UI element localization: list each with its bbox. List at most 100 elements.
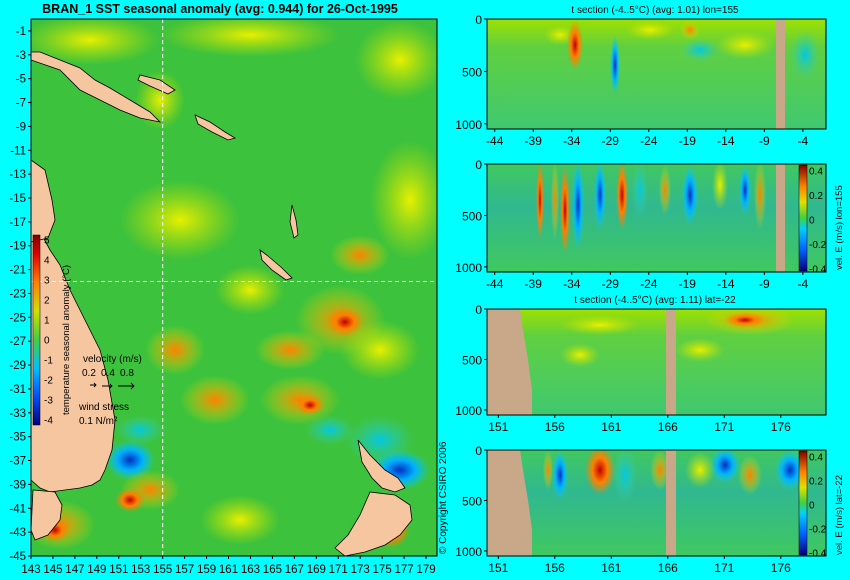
section-1-x-tick-label: -24 xyxy=(640,134,658,148)
new-guinea xyxy=(31,51,162,123)
nz-south xyxy=(334,491,413,556)
map-x-tick-label: 171 xyxy=(329,564,348,576)
map-colorbar-tick-label: 4 xyxy=(44,256,50,267)
map-x-tick-label: 153 xyxy=(131,564,150,576)
map-y-tick-label: -1 xyxy=(16,26,26,38)
map-colorbar-tick-label: 0 xyxy=(44,336,50,347)
section-3-y-tick-label: 1000 xyxy=(455,404,482,418)
copyright-notice: © Copyright CSIRO 2006 xyxy=(438,441,449,554)
section-4-colorbar-ticks: 0.4 0.2 0 -0.2 -0.4 xyxy=(809,453,827,560)
section-1-x-tick-label: -29 xyxy=(602,134,620,148)
section-4-colorbar-tick-label: 0.2 xyxy=(809,477,823,488)
map-colorbar-tick-label: -2 xyxy=(44,376,53,387)
new-caledonia xyxy=(259,249,293,281)
map-y-tick-label: -29 xyxy=(9,360,26,372)
map-y-axis: -1 -3 -5 -7 -9 -11 -13 -15 -17 -19 -21 -23 -25 -27 -29… xyxy=(9,26,31,563)
section-1-x-tick-label: -39 xyxy=(525,134,543,148)
section-2-y-tick-label: 1000 xyxy=(455,261,482,275)
section-1-x-tick-label: -9 xyxy=(759,134,770,148)
section-4-colorbar-tick-label: -0.4 xyxy=(809,549,827,560)
map-x-axis: 143 145 147 149 151 153 155 157 159 161 163 165 167 1… xyxy=(21,556,436,576)
map-y-tick-label: -31 xyxy=(9,384,26,396)
section-2-y-tick-label: 500 xyxy=(462,209,482,223)
section-4-colorbar-label: vel. E (m/s) lat=-22 xyxy=(834,475,845,555)
section-2-x-tick-label: -39 xyxy=(525,277,543,291)
map-x-tick-label: 149 xyxy=(87,564,106,576)
map-y-tick-label: -33 xyxy=(9,408,26,420)
section-2-features xyxy=(536,164,785,272)
section-4-features xyxy=(487,450,805,556)
map-y-tick-label: -37 xyxy=(9,456,26,468)
map-x-tick-label: 177 xyxy=(394,564,413,576)
map-y-tick-label: -9 xyxy=(16,121,26,133)
map-colorbar-tick-label: 3 xyxy=(44,276,50,287)
section-1-x-tick-label: -34 xyxy=(563,134,581,148)
map-y-tick-label: -19 xyxy=(9,241,26,253)
section-2-colorbar: 0.4 0.2 0 -0.2 -0.4 vel. E (m/s) lon=155 xyxy=(798,164,845,276)
map-x-tick-label: 155 xyxy=(153,564,172,576)
tasmania xyxy=(31,489,63,541)
map-y-tick-label: -15 xyxy=(9,193,26,205)
map-x-tick-label: 161 xyxy=(219,564,238,576)
section-4-x-tick-label: 156 xyxy=(545,561,565,575)
solomon-islands xyxy=(194,114,236,141)
crosshair xyxy=(31,19,437,556)
nz-north xyxy=(357,439,406,493)
section-2-colorbar-tick-label: 0.4 xyxy=(809,167,823,178)
wind-legend-label: wind stress xyxy=(78,402,129,413)
section-2-colorbar-tick-label: 0 xyxy=(809,216,815,227)
map-x-tick-label: 157 xyxy=(175,564,194,576)
section-1-plot xyxy=(486,18,827,130)
section-4-plot xyxy=(486,449,827,557)
section-2-y-axis: 0 500 1000 xyxy=(455,158,487,275)
map-frame xyxy=(30,18,438,557)
section-3-plot xyxy=(486,308,827,416)
section-3-x-tick-label: 176 xyxy=(771,420,791,434)
map-colorbar-ticks: 5 4 3 2 1 0 -1 -2 -3 -4 xyxy=(44,236,53,427)
section-4-x-axis: 151 156 161 166 171 176 xyxy=(488,556,791,575)
map-y-tick-label: -3 xyxy=(16,50,26,62)
section-3-ridge-mask xyxy=(666,309,676,415)
section-1-y-tick-label: 0 xyxy=(475,13,482,27)
map-x-tick-label: 147 xyxy=(65,564,84,576)
section-4-y-axis: 0 500 1000 xyxy=(455,444,487,559)
velocity-legend-value-3: 0.8 xyxy=(120,368,134,379)
section-4-ridge-mask xyxy=(666,450,676,556)
map-y-tick-label: -5 xyxy=(16,74,26,86)
map-x-tick-label: 165 xyxy=(263,564,282,576)
section-4-colorbar-ramp xyxy=(798,450,808,556)
section-2-colorbar-label: vel. E (m/s) lon=155 xyxy=(834,185,845,270)
section-1-x-tick-label: -44 xyxy=(486,134,504,148)
map-x-tick-label: 167 xyxy=(285,564,304,576)
map-title: BRAN_1 SST seasonal anomaly (avg: 0.944)… xyxy=(42,2,398,16)
section-2-y-tick-label: 0 xyxy=(475,158,482,172)
section-4-y-tick-label: 0 xyxy=(475,444,482,458)
section-2-x-tick-label: -29 xyxy=(602,277,620,291)
bismarck xyxy=(137,74,176,95)
map-colorbar-tick-label: -3 xyxy=(44,396,53,407)
section-2-land-mask xyxy=(776,164,785,272)
section-3-x-tick-label: 171 xyxy=(714,420,734,434)
section-1-x-tick-label: -19 xyxy=(679,134,697,148)
section-2-colorbar-ticks: 0.4 0.2 0 -0.2 -0.4 xyxy=(809,167,827,276)
map-colorbar-label: temperature seasonal anomaly (°C) xyxy=(61,265,72,415)
section-2-colorbar-ramp xyxy=(798,164,808,272)
map-x-tick-label: 143 xyxy=(21,564,40,576)
section-4-colorbar-tick-label: -0.2 xyxy=(809,525,827,536)
map-colorbar-ramp xyxy=(32,234,41,426)
section-3-y-tick-label: 500 xyxy=(462,353,482,367)
section-2-x-tick-label: -4 xyxy=(798,277,809,291)
section-4-x-tick-label: 171 xyxy=(714,561,734,575)
map-colorbar-tick-label: 5 xyxy=(44,236,50,247)
section-2-x-tick-label: -19 xyxy=(679,277,697,291)
velocity-legend-value-2: 0.4 xyxy=(101,368,115,379)
section-1-land-mask xyxy=(776,19,785,129)
cape-york xyxy=(31,159,56,243)
section-4-x-tick-label: 166 xyxy=(658,561,678,575)
section-2-colorbar-tick-label: 0.2 xyxy=(809,191,823,202)
map-x-tick-label: 175 xyxy=(373,564,392,576)
section-4-x-tick-label: 161 xyxy=(601,561,621,575)
velocity-legend-arrows xyxy=(90,382,135,390)
map-y-tick-label: -17 xyxy=(9,217,26,229)
section-3-x-axis: 151 156 161 166 171 176 xyxy=(488,415,791,434)
